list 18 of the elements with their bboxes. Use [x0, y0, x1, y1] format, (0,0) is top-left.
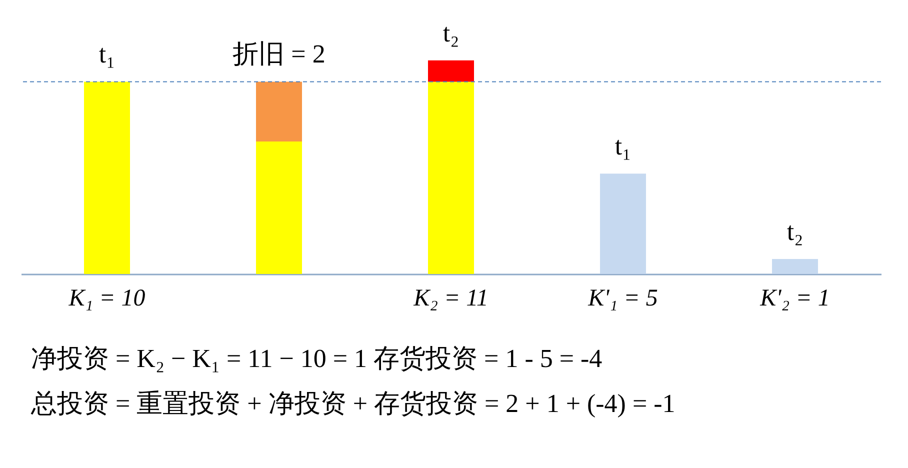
bar — [428, 60, 474, 82]
bar — [428, 82, 474, 274]
text: t₂ — [442, 18, 460, 48]
bar — [256, 82, 302, 142]
x-tick-label: K₂ = 11 — [412, 286, 488, 312]
text: 总投资 = 重置投资 + 净投资 + 存货投资 = 2 + 1 + (-4) = -1 — [30, 389, 676, 418]
text: 净投资 = K₂ − K₁ = 11 − 10 = 1 存货投资 = 1 - 5 = -4 — [31, 344, 602, 373]
bar — [600, 174, 646, 274]
annotation: 折旧 = 2 — [232, 40, 326, 69]
annotation: t₁ — [614, 132, 632, 161]
annotation: t₂ — [786, 217, 804, 246]
x-tick-label: K'₁ = 5 — [587, 286, 658, 312]
bar — [772, 259, 818, 274]
annotation: t₁ — [98, 40, 116, 69]
x-tick-label: K'₂ = 1 — [759, 286, 830, 312]
bar — [84, 82, 130, 274]
x-tick-label: K₁ = 10 — [68, 286, 146, 312]
bar — [256, 142, 302, 274]
